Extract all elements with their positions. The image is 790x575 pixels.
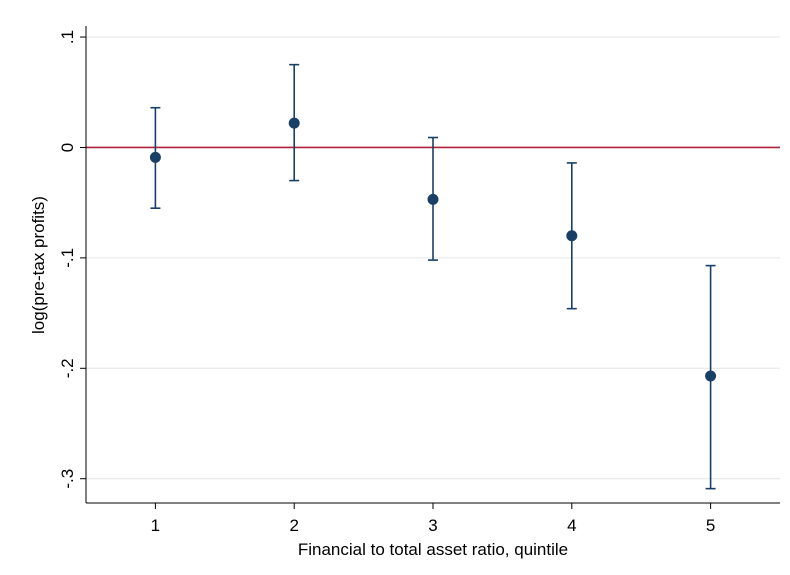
y-tick-label-0: .1 [58, 30, 77, 44]
x-tick-label-1: 2 [289, 516, 298, 535]
y-tick-label-2: -.1 [58, 248, 77, 268]
x-tick-label-2: 3 [428, 516, 437, 535]
x-tick-label-0: 1 [151, 516, 160, 535]
point-3 [427, 193, 439, 205]
x-tick-label-4: 5 [706, 516, 715, 535]
point-1 [149, 151, 161, 163]
x-tick-label-3: 4 [567, 516, 576, 535]
y-tick-label-1: 0 [58, 143, 77, 152]
point-4 [566, 230, 578, 242]
x-axis-ticks: 1 2 3 4 5 [151, 503, 715, 535]
data-marks [149, 63, 717, 490]
x-axis-label: Financial to total asset ratio, quintile [298, 540, 568, 559]
point-5 [705, 370, 717, 382]
y-axis-ticks: .1 0 -.1 -.2 -.3 [58, 30, 86, 489]
y-tick-label-3: -.2 [58, 358, 77, 378]
point-2 [288, 117, 300, 129]
axes [85, 26, 780, 504]
y-tick-label-4: -.3 [58, 469, 77, 489]
y-axis-label: log(pre-tax profits) [29, 196, 48, 334]
